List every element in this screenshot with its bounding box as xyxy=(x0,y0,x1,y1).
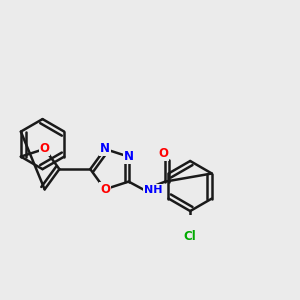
Text: O: O xyxy=(159,147,169,161)
Text: Cl: Cl xyxy=(184,230,197,243)
Text: N: N xyxy=(124,150,134,163)
Text: O: O xyxy=(40,142,50,155)
Text: O: O xyxy=(100,183,110,196)
Text: N: N xyxy=(100,142,110,155)
Text: NH: NH xyxy=(144,185,162,195)
